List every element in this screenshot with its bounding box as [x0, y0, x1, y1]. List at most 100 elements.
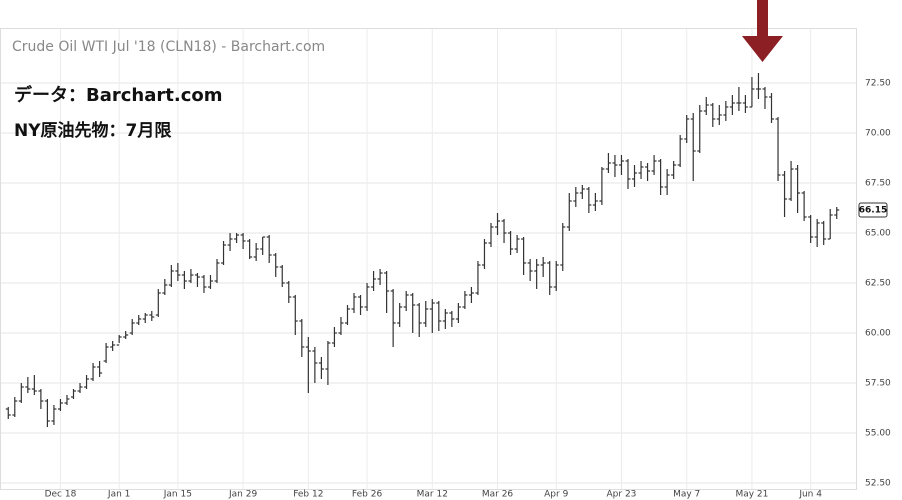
ohlc-bar [403, 291, 409, 311]
ohlc-bar [534, 259, 540, 289]
ohlc-bar [331, 327, 337, 347]
ohlc-bar [136, 315, 142, 325]
ohlc-bar [605, 153, 611, 173]
ohlc-bar [429, 299, 435, 333]
ohlc-bar [247, 239, 253, 259]
ohlc-bar [436, 301, 442, 331]
plot-area [0, 28, 857, 490]
y-tick-label: 72.50 [865, 79, 891, 89]
y-tick-label: 67.50 [865, 179, 891, 189]
ohlc-bar [462, 291, 468, 309]
ohlc-bar [638, 161, 644, 179]
ohlc-bar [645, 163, 651, 181]
ohlc-bar [240, 233, 246, 249]
ohlc-bar [592, 193, 598, 211]
ohlc-bar [736, 87, 742, 111]
ohlc-bar [97, 361, 103, 377]
ohlc-bar [194, 273, 200, 287]
ohlc-bar [299, 319, 305, 357]
ohlc-bar [31, 375, 37, 395]
ohlc-bar [697, 105, 703, 153]
ohlc-bar [344, 305, 350, 325]
ohlc-bar [64, 395, 70, 405]
ohlc-bar [175, 263, 181, 281]
ohlc-bar [325, 341, 331, 385]
ohlc-bar [782, 171, 788, 217]
ohlc-bar [710, 103, 716, 127]
ohlc-bar [410, 293, 416, 333]
ohlc-bar [703, 97, 709, 115]
x-tick-label: Dec 18 [45, 490, 77, 500]
ohlc-bar [416, 303, 422, 337]
ohlc-bar [221, 241, 227, 265]
ohlc-bar [227, 233, 233, 251]
x-tick-label: Jan 15 [163, 490, 192, 500]
x-tick-label: May 21 [735, 490, 768, 500]
ohlc-bar [684, 115, 690, 143]
ohlc-bar [103, 343, 109, 363]
ohlc-bar [351, 293, 357, 313]
ohlc-bar [214, 259, 220, 283]
ohlc-bar [266, 235, 272, 263]
ohlc-bar [775, 117, 781, 181]
ohlc-bar [664, 169, 670, 195]
ohlc-bar [769, 93, 775, 123]
ohlc-bar [162, 279, 168, 295]
chart-title: Crude Oil WTI Jul '18 (CLN18) - Barchart… [12, 39, 325, 55]
ohlc-bar [110, 341, 116, 351]
ohlc-bar [566, 193, 572, 231]
ohlc-bar [390, 289, 396, 347]
y-tick-label: 57.50 [865, 379, 891, 389]
ohlc-bar [70, 389, 76, 399]
ohlc-bar [586, 187, 592, 213]
ohlc-bar [547, 261, 553, 295]
arrow-head [742, 36, 783, 62]
ohlc-bar [116, 335, 122, 346]
ohlc-bar [442, 309, 448, 329]
y-tick-label: 60.00 [865, 329, 891, 339]
ohlc-bar [658, 159, 664, 195]
ohlc-bar [814, 219, 820, 247]
ohlc-bar [168, 265, 174, 287]
ohlc-bar [455, 303, 461, 323]
ohlc-bar [488, 223, 494, 247]
ohlc-bar [514, 235, 520, 253]
x-tick-label: Mar 26 [482, 490, 514, 500]
ohlc-bar [716, 105, 722, 125]
x-tick-label: Feb 26 [352, 490, 383, 500]
ohlc-bar [234, 233, 240, 243]
ohlc-bar [651, 155, 657, 175]
ohlc-bar [201, 275, 207, 293]
ohlc-bar [468, 287, 474, 303]
ohlc-bar [57, 399, 63, 411]
ohlc-bar [475, 261, 481, 295]
ohlc-bar [540, 257, 546, 277]
ohlc-bar [155, 289, 161, 317]
ohlc-bar [677, 135, 683, 167]
ohlc-bar [579, 185, 585, 199]
ohlc-bar [808, 215, 814, 243]
ohlc-bar [729, 95, 735, 115]
ohlc-bar [762, 87, 768, 109]
ohlc-bar [553, 261, 559, 291]
ohlc-bar [618, 155, 624, 175]
ohlc-bar [84, 375, 90, 389]
ohlc-bar [338, 317, 344, 335]
ohlc-bar [742, 95, 748, 113]
ohlc-bar [423, 301, 429, 327]
ohlc-bar [149, 311, 155, 321]
ohlc-bar [612, 155, 618, 177]
ohlc-bar [253, 243, 259, 261]
y-tick-label: 65.00 [865, 229, 891, 239]
ohlc-bar [632, 165, 638, 187]
ohlc-bar [501, 219, 507, 243]
ohlc-bar [671, 161, 677, 179]
annotation: データ：Barchart.com [14, 84, 223, 106]
ohlc-bar [821, 221, 827, 245]
ohlc-bar [38, 389, 44, 409]
ohlc-bar [279, 265, 285, 287]
x-tick-label: Jan 1 [107, 490, 130, 500]
y-tick-label: 70.00 [865, 129, 891, 139]
ohlc-bar [358, 295, 364, 315]
